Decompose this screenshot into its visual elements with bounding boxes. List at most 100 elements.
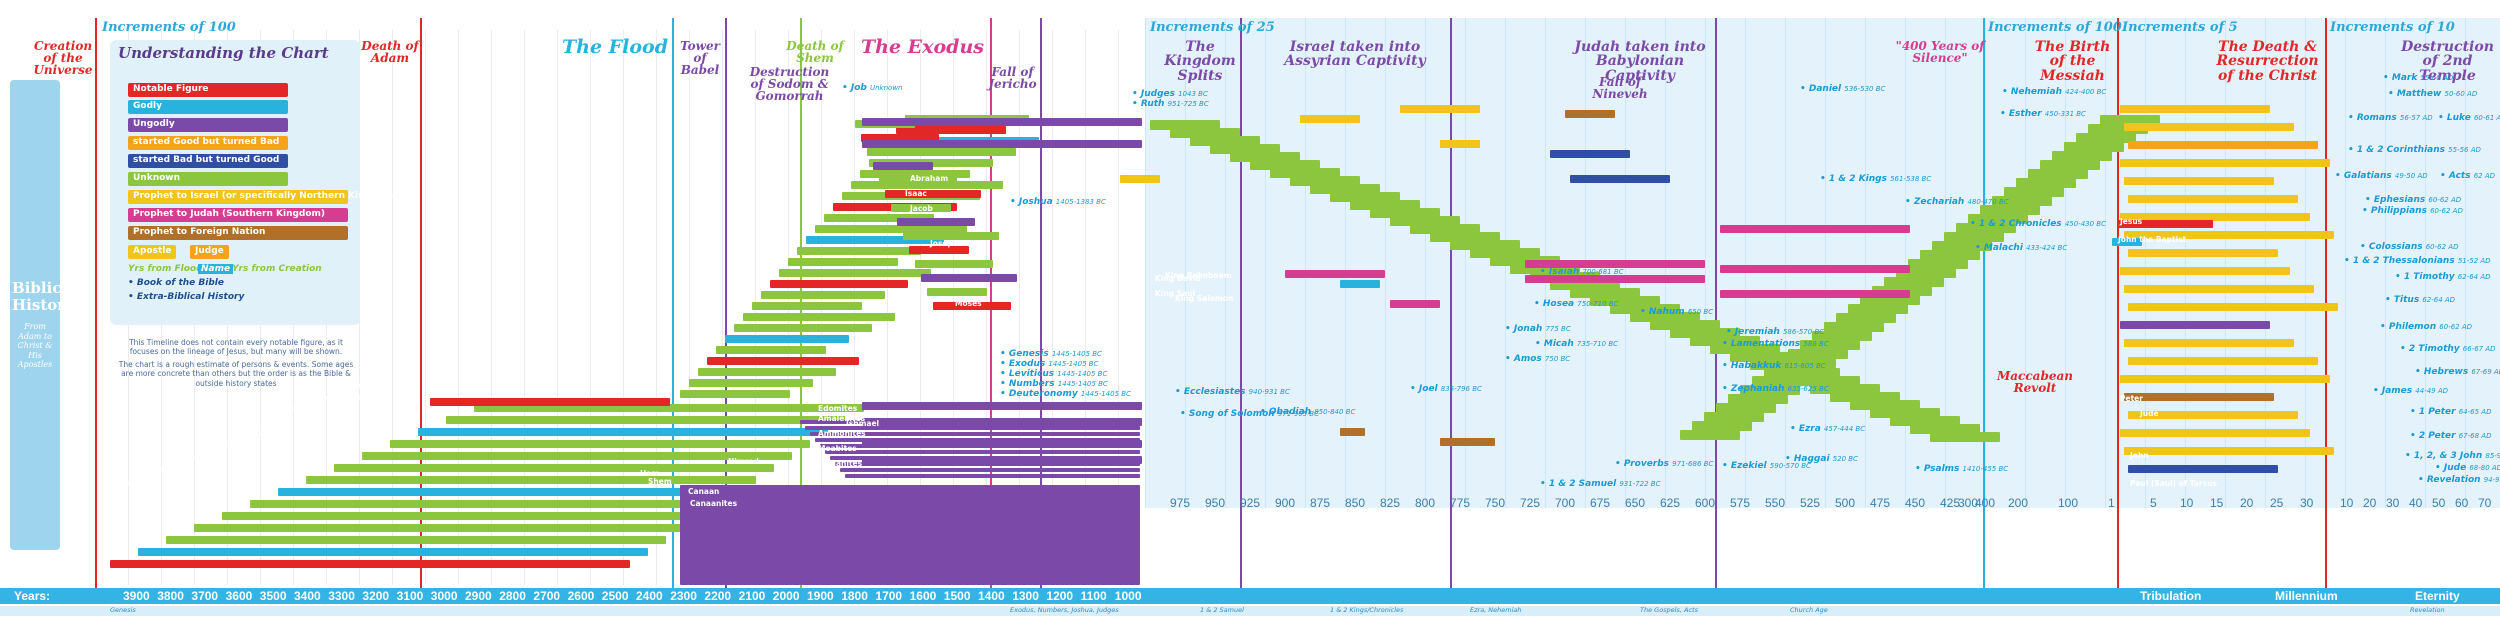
book-name: • Song of Solomon: [1180, 409, 1278, 419]
figure-name: King Rehoboam: [1165, 271, 1232, 280]
lifespan-bar: [851, 181, 1003, 189]
lifespan-bar: [2124, 447, 2334, 455]
figure-name: King David: [1155, 274, 1201, 283]
figure-name: Amalekites: [818, 414, 866, 423]
book-date: 60-62 AD: [2428, 196, 2462, 204]
book-name: • Leviticus: [1000, 369, 1058, 379]
lifespan-bar: [2112, 238, 2142, 246]
divider-messiah: [2117, 18, 2119, 588]
book-name: • Galatians: [2335, 171, 2395, 181]
lifespan-bar: [306, 476, 756, 484]
book-label: • Daniel 536-530 BC: [1800, 85, 1885, 94]
book-name: • Ruth: [1132, 99, 1168, 109]
figure-name: Canaan: [688, 487, 720, 496]
figure-name: Enosh: [178, 453, 204, 462]
lifespan-bar: [1630, 312, 1700, 322]
book-date: 450-331 BC: [2044, 110, 2086, 118]
book-name: • 1 & 2 Kings: [1820, 174, 1891, 184]
book-name: • Exodus: [1000, 359, 1049, 369]
axis-tick: 3400: [294, 589, 321, 603]
book-label: • Colossians 60-62 AD: [2360, 243, 2458, 252]
inner-axis-tick: 25: [2270, 496, 2284, 510]
book-date: 750 BC: [1544, 355, 1571, 363]
book-label: • Titus 62-64 AD: [2385, 296, 2455, 305]
lifespan-bar: [680, 485, 1140, 585]
lifespan-bar: [2124, 393, 2274, 401]
axis-tick: 2600: [567, 589, 595, 603]
book-name: • Titus: [2385, 295, 2423, 305]
book-name: • Daniel: [1800, 84, 1845, 94]
lifespan-bar: [2076, 133, 2136, 143]
era-label: Genesis: [110, 606, 136, 614]
figure-name: Moabites: [818, 444, 857, 453]
lifespan-bar: [166, 536, 666, 544]
book-name: • Acts: [2440, 171, 2474, 181]
inner-axis-tick: 40: [2409, 496, 2423, 510]
lifespan-bar: [862, 118, 1142, 126]
inner-axis-tick: 200: [2008, 496, 2029, 510]
lifespan-bar: [1710, 344, 1780, 354]
axis-tribulation: Tribulation: [2140, 589, 2202, 603]
header-sodom: Destruction of Sodom & Gomorrah: [749, 65, 830, 104]
lifespan-bar: [2128, 357, 2318, 365]
lifespan-bar: [2128, 411, 2298, 419]
header-maccabean: Maccabean Revolt: [1997, 369, 2073, 396]
book-name: • Jeremiah: [1726, 327, 1783, 337]
lifespan-bar: [2120, 105, 2270, 113]
book-date: 650 BC: [1687, 308, 1714, 316]
inner-axis-tick: 475: [1870, 496, 1891, 510]
inner-axis-tick: 900: [1275, 496, 1296, 510]
axis-tick: 1100: [1080, 589, 1107, 603]
axis-tick: 1900: [807, 589, 834, 603]
header-death-shem: Death of Shem: [786, 39, 844, 66]
lifespan-bar: [1944, 232, 2004, 242]
legend-item: Ungodly: [128, 118, 288, 132]
header-messiah: The Birth of the Messiah: [2034, 39, 2111, 84]
lifespan-bar: [1850, 400, 1920, 410]
figure-name: Moses: [955, 299, 982, 308]
lifespan-bar: [761, 291, 885, 299]
book-label: • Job Unknown: [842, 84, 903, 93]
book-name: • Ezra: [1790, 424, 1824, 434]
book-date: 62-64 AD: [2422, 296, 2456, 304]
lifespan-bar: [1812, 331, 1872, 341]
lifespan-bar: [2128, 249, 2278, 257]
axis-tick: 3300: [328, 589, 355, 603]
inner-axis-tick: 100: [2058, 496, 2079, 510]
book-label: • Judges 1043 BC: [1132, 90, 1208, 99]
header-increments-100-a: Increments of 100: [102, 20, 236, 35]
inner-axis-tick: 650: [1625, 496, 1646, 510]
header-increments-25: Increments of 25: [1150, 20, 1275, 35]
legend-judge: Judge: [190, 245, 229, 259]
lifespan-bar: [1716, 403, 1776, 413]
lifespan-bar: [1788, 349, 1848, 359]
legend-item: started Bad but turned Good: [128, 154, 288, 168]
book-date: 700-681 BC: [1582, 268, 1624, 276]
lifespan-bar: [1570, 288, 1640, 298]
book-label: • Philemon 60-62 AD: [2380, 323, 2472, 332]
book-label: • Acts 62 AD: [2440, 172, 2495, 181]
lifespan-bar: [1400, 105, 1480, 113]
lifespan-bar: [1210, 144, 1280, 154]
biblical-history-subtitle: From Adam to Christ & His Apostles: [17, 322, 53, 370]
inner-axis-tick: 800: [1415, 496, 1436, 510]
book-date: 835-796 BC: [1440, 385, 1482, 393]
lifespan-bar: [2124, 177, 2274, 185]
book-name: • Genesis: [1000, 349, 1052, 359]
book-date: Unknown: [870, 84, 903, 92]
book-label: • Zephaniah 635-625 BC: [1722, 385, 1829, 394]
book-date: 586-570 BC: [1782, 328, 1825, 336]
era-label: Church Age: [1790, 606, 1828, 614]
figure-name: Peter: [2120, 394, 2143, 403]
inner-axis-tick: 10: [2340, 496, 2354, 510]
lifespan-bar: [909, 246, 969, 254]
book-label: • Proverbs 971-686 BC: [1615, 460, 1713, 469]
lifespan-bar: [752, 302, 862, 310]
lifespan-bar: [903, 232, 999, 240]
lifespan-bar: [1704, 412, 1764, 422]
inner-axis-tick: 50: [2432, 496, 2446, 510]
inner-axis-tick: 850: [1345, 496, 1366, 510]
axis-tick: 1300: [1012, 589, 1039, 603]
lifespan-bar: [860, 170, 970, 178]
lifespan-bar: [1908, 259, 1968, 269]
